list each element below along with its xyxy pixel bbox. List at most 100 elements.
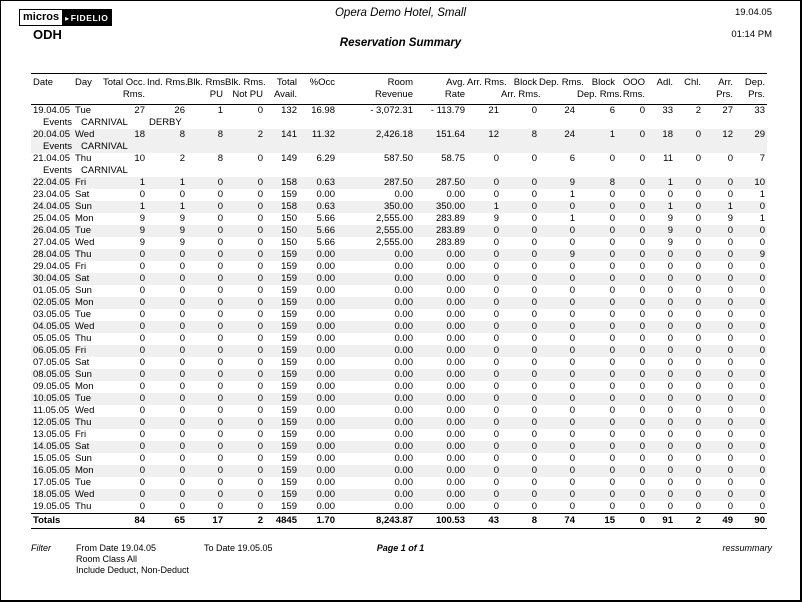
value-cell: 0: [139, 465, 145, 476]
value-cell: 0.00: [446, 501, 466, 512]
value-cell: 11: [663, 153, 673, 164]
value-cell: 0: [759, 273, 765, 284]
value-cell: 2,555.00: [376, 237, 413, 248]
value-cell: 0: [759, 309, 765, 320]
totals-row: Totals 84 65 17 2 4845 1.70 8,243.87 100.53 43 8 74…: [31, 513, 767, 529]
value-cell: 0: [667, 297, 673, 308]
value-cell: 0.00: [446, 429, 466, 440]
value-cell: 141: [281, 129, 297, 140]
value-cell: 0: [493, 321, 499, 332]
value-cell: 0: [139, 489, 145, 500]
value-cell: 1: [569, 189, 575, 200]
value-cell: 0: [493, 153, 499, 164]
table-row: 20.04.05 Wed 18 8 8 2 141 11.32 2,426.18 151.64 12…: [31, 129, 767, 141]
table-row: 15.05.05 Sun 0 0 0 0 159 0.00 0.00 0.00 0 0 0 0 0 0 0 0 0: [31, 453, 767, 465]
column-header-line1: Total: [276, 77, 297, 88]
value-cell: 132: [281, 105, 297, 116]
value-cell: 0: [217, 441, 223, 452]
day-cell: Mon: [75, 465, 94, 476]
value-cell: 0: [139, 357, 145, 368]
value-cell: 159: [281, 369, 297, 380]
date-cell: 10.05.05: [33, 393, 70, 404]
value-cell: 0.00: [394, 417, 414, 428]
value-cell: 0.00: [316, 369, 336, 380]
value-cell: 0: [667, 393, 673, 404]
column-header-line2: [33, 89, 73, 101]
value-cell: 0: [639, 153, 645, 164]
value-cell: 0: [609, 237, 615, 248]
table-row: 09.05.05 Mon 0 0 0 0 159 0.00 0.00 0.00 0 0 0 0 0 0 0 0 0: [31, 381, 767, 393]
date-cell: 17.05.05: [33, 477, 70, 488]
value-cell: 0: [257, 177, 263, 188]
value-cell: 0: [569, 381, 575, 392]
value-cell: 0.00: [446, 261, 466, 272]
value-cell: 0.00: [446, 393, 466, 404]
value-cell: 158: [281, 201, 297, 212]
date-cell: 12.05.05: [33, 417, 70, 428]
value-cell: 0: [257, 465, 263, 476]
value-cell: 350.00: [383, 201, 413, 212]
value-cell: 26: [174, 105, 185, 116]
value-cell: 0: [531, 369, 537, 380]
value-cell: 0: [493, 261, 499, 272]
date-cell: 07.05.05: [33, 357, 70, 368]
value-cell: 9: [667, 225, 673, 236]
column-header-line2: [75, 89, 103, 101]
day-cell: Fri: [75, 429, 87, 440]
column-header: Arr. Rms.: [467, 74, 507, 105]
value-cell: 0: [493, 189, 499, 200]
value-cell: 0: [179, 465, 185, 476]
value-cell: 0: [727, 477, 733, 488]
table-row: 08.05.05 Sun 0 0 0 0 159 0.00 0.00 0.00 0 0 0 0 0 0 0 0 0: [31, 369, 767, 381]
value-cell: 0: [531, 429, 537, 440]
value-cell: 0: [639, 417, 645, 428]
value-cell: 1: [139, 201, 145, 212]
filter-room-class: Room Class All: [76, 554, 138, 564]
value-cell: 0: [727, 369, 733, 380]
value-cell: 1: [759, 213, 765, 224]
value-cell: 0: [139, 501, 145, 512]
value-cell: 0: [217, 249, 223, 260]
value-cell: 0: [257, 417, 263, 428]
value-cell: 1: [217, 105, 223, 116]
value-cell: 0: [217, 273, 223, 284]
table-row: 16.05.05 Mon 0 0 0 0 159 0.00 0.00 0.00 0 0 0 0 0 0 0 0 0: [31, 465, 767, 477]
value-cell: 0.00: [394, 453, 414, 464]
value-cell: 0: [759, 345, 765, 356]
value-cell: 0: [531, 285, 537, 296]
value-cell: 0: [727, 453, 733, 464]
day-cell: Tue: [75, 225, 92, 236]
day-cell: Fri: [75, 177, 87, 188]
date-cell: 19.04.05: [33, 105, 70, 116]
value-cell: 159: [281, 309, 297, 320]
value-cell: 0: [257, 333, 263, 344]
totals-value-cell: 43: [488, 515, 499, 526]
column-header-line2: [147, 89, 185, 101]
value-cell: 0: [667, 501, 673, 512]
value-cell: 9: [139, 213, 145, 224]
table-row: 01.05.05 Sun 0 0 0 0 159 0.00 0.00 0.00 0 0 0 0 0 0 0 0 0: [31, 285, 767, 297]
value-cell: 0.00: [446, 489, 466, 500]
value-cell: 0: [531, 213, 537, 224]
value-cell: 0: [179, 357, 185, 368]
day-cell: Tue: [75, 309, 92, 320]
logo-fidelio-text: FIDELIO: [70, 13, 109, 23]
value-cell: 0: [257, 153, 263, 164]
totals-value-cell: 84: [134, 515, 145, 526]
value-cell: 0: [667, 333, 673, 344]
day-cell: Sun: [75, 201, 92, 212]
value-cell: 0: [257, 249, 263, 260]
value-cell: 9: [139, 237, 145, 248]
value-cell: 0: [695, 261, 701, 272]
value-cell: 0: [217, 477, 223, 488]
value-cell: 0: [639, 501, 645, 512]
day-cell: Fri: [75, 261, 87, 272]
value-cell: 0: [639, 381, 645, 392]
value-cell: 0: [639, 465, 645, 476]
value-cell: 0: [531, 177, 537, 188]
value-cell: 0: [531, 105, 537, 116]
value-cell: 0: [569, 273, 575, 284]
value-cell: 0: [139, 381, 145, 392]
value-cell: 0: [727, 417, 733, 428]
